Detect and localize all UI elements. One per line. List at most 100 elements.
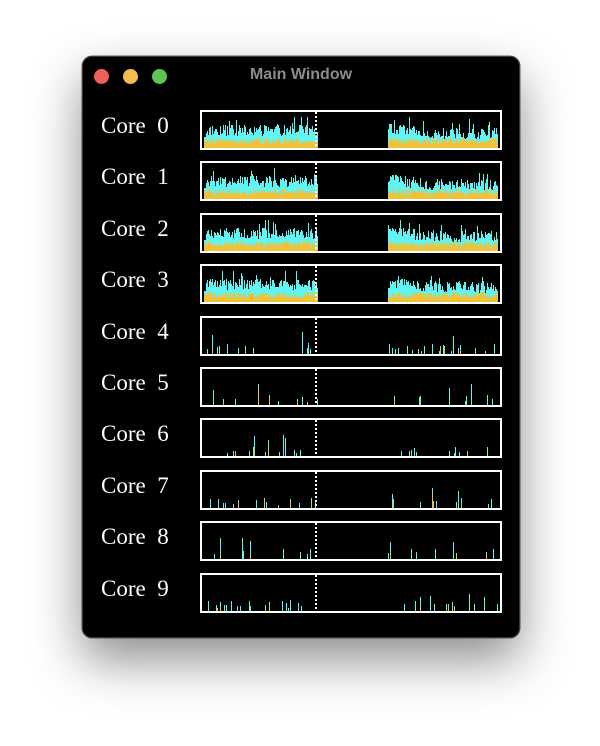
user-load-bar (233, 451, 234, 457)
system-load-bar (225, 191, 226, 200)
user-load-bar (464, 186, 465, 200)
user-load-bar (292, 284, 293, 303)
system-load-bar (253, 244, 254, 251)
system-load-bar (266, 292, 267, 303)
system-load-bar (299, 243, 300, 251)
system-load-bar (315, 240, 316, 251)
user-load-bar (459, 452, 460, 457)
system-load-bar (435, 140, 436, 148)
close-button[interactable] (94, 69, 109, 84)
user-load-bar (458, 134, 459, 148)
system-load-bar (431, 143, 432, 148)
system-load-bar (443, 243, 444, 251)
system-load-bar (295, 193, 296, 200)
user-load-bar (212, 126, 213, 148)
user-load-bar (228, 281, 229, 303)
system-load-bar (267, 140, 268, 148)
user-load-bar (280, 179, 281, 200)
user-load-bar (389, 181, 390, 200)
system-load-bar (494, 296, 495, 303)
system-load-bar (434, 294, 435, 303)
user-load-bar (434, 186, 435, 200)
user-load-bar (293, 178, 294, 200)
user-load-bar (446, 603, 447, 611)
user-load-bar (389, 288, 390, 303)
system-load-bar (393, 503, 394, 508)
system-load-bar (250, 554, 251, 560)
title-bar[interactable]: Main Window (83, 57, 519, 95)
user-load-bar (389, 343, 390, 354)
system-load-bar (465, 240, 466, 251)
user-load-bar (483, 236, 484, 251)
maximize-button[interactable] (152, 69, 167, 84)
user-load-bar (417, 232, 418, 251)
system-load-bar (452, 192, 453, 200)
system-load-bar (389, 140, 390, 148)
system-load-bar (220, 555, 221, 560)
user-load-bar (317, 235, 318, 251)
system-load-bar (393, 295, 394, 303)
user-load-bar (307, 347, 308, 354)
system-load-bar (393, 138, 394, 148)
user-load-bar (393, 228, 394, 251)
user-load-bar (389, 228, 390, 251)
user-load-bar (240, 285, 241, 303)
system-load-bar (433, 193, 434, 200)
system-load-bar (242, 140, 243, 148)
user-load-bar (471, 183, 472, 200)
user-load-bar (294, 285, 295, 303)
system-load-bar (205, 142, 206, 148)
system-load-bar (493, 245, 494, 251)
system-load-bar (479, 191, 480, 200)
system-load-bar (398, 293, 399, 303)
user-load-bar (234, 182, 235, 200)
user-load-bar (246, 180, 247, 200)
system-load-bar (460, 351, 461, 354)
user-load-bar (449, 237, 450, 251)
user-load-bar (219, 345, 220, 354)
user-load-bar (230, 236, 231, 251)
user-load-bar (392, 175, 393, 200)
system-load-bar (316, 292, 317, 303)
user-load-bar (407, 128, 408, 148)
system-load-bar (423, 295, 424, 303)
system-load-bar (441, 241, 442, 251)
system-load-bar (312, 144, 313, 148)
system-load-bar (472, 194, 473, 200)
system-load-bar (208, 292, 209, 303)
user-load-bar (418, 131, 419, 148)
system-load-bar (447, 142, 448, 148)
system-load-bar (268, 139, 269, 148)
user-load-bar (215, 232, 216, 251)
system-load-bar (288, 294, 289, 303)
user-load-bar (299, 125, 300, 148)
system-load-bar (468, 142, 469, 148)
system-load-bar (468, 191, 469, 200)
user-load-bar (283, 549, 284, 560)
system-load-bar (469, 296, 470, 303)
system-load-bar (306, 140, 307, 148)
user-load-bar (312, 126, 313, 148)
user-load-bar (284, 181, 285, 200)
user-load-bar (220, 228, 221, 251)
user-load-bar (248, 186, 249, 200)
user-load-bar (271, 129, 272, 148)
system-load-bar (409, 189, 410, 200)
system-load-bar (303, 143, 304, 148)
system-load-bar (448, 138, 449, 148)
system-load-bar (243, 292, 244, 303)
user-load-bar (480, 135, 481, 148)
user-load-bar (263, 181, 264, 200)
system-load-bar (258, 298, 259, 303)
minimize-button[interactable] (123, 69, 138, 84)
system-load-bar (219, 138, 220, 148)
system-load-bar (433, 138, 434, 148)
user-load-bar (317, 132, 318, 148)
system-load-bar (296, 189, 297, 200)
system-load-bar (403, 142, 404, 148)
system-load-bar (217, 245, 218, 251)
system-load-bar (232, 242, 233, 251)
system-load-bar (390, 138, 391, 148)
user-load-bar (404, 603, 405, 611)
system-load-bar (473, 243, 474, 251)
